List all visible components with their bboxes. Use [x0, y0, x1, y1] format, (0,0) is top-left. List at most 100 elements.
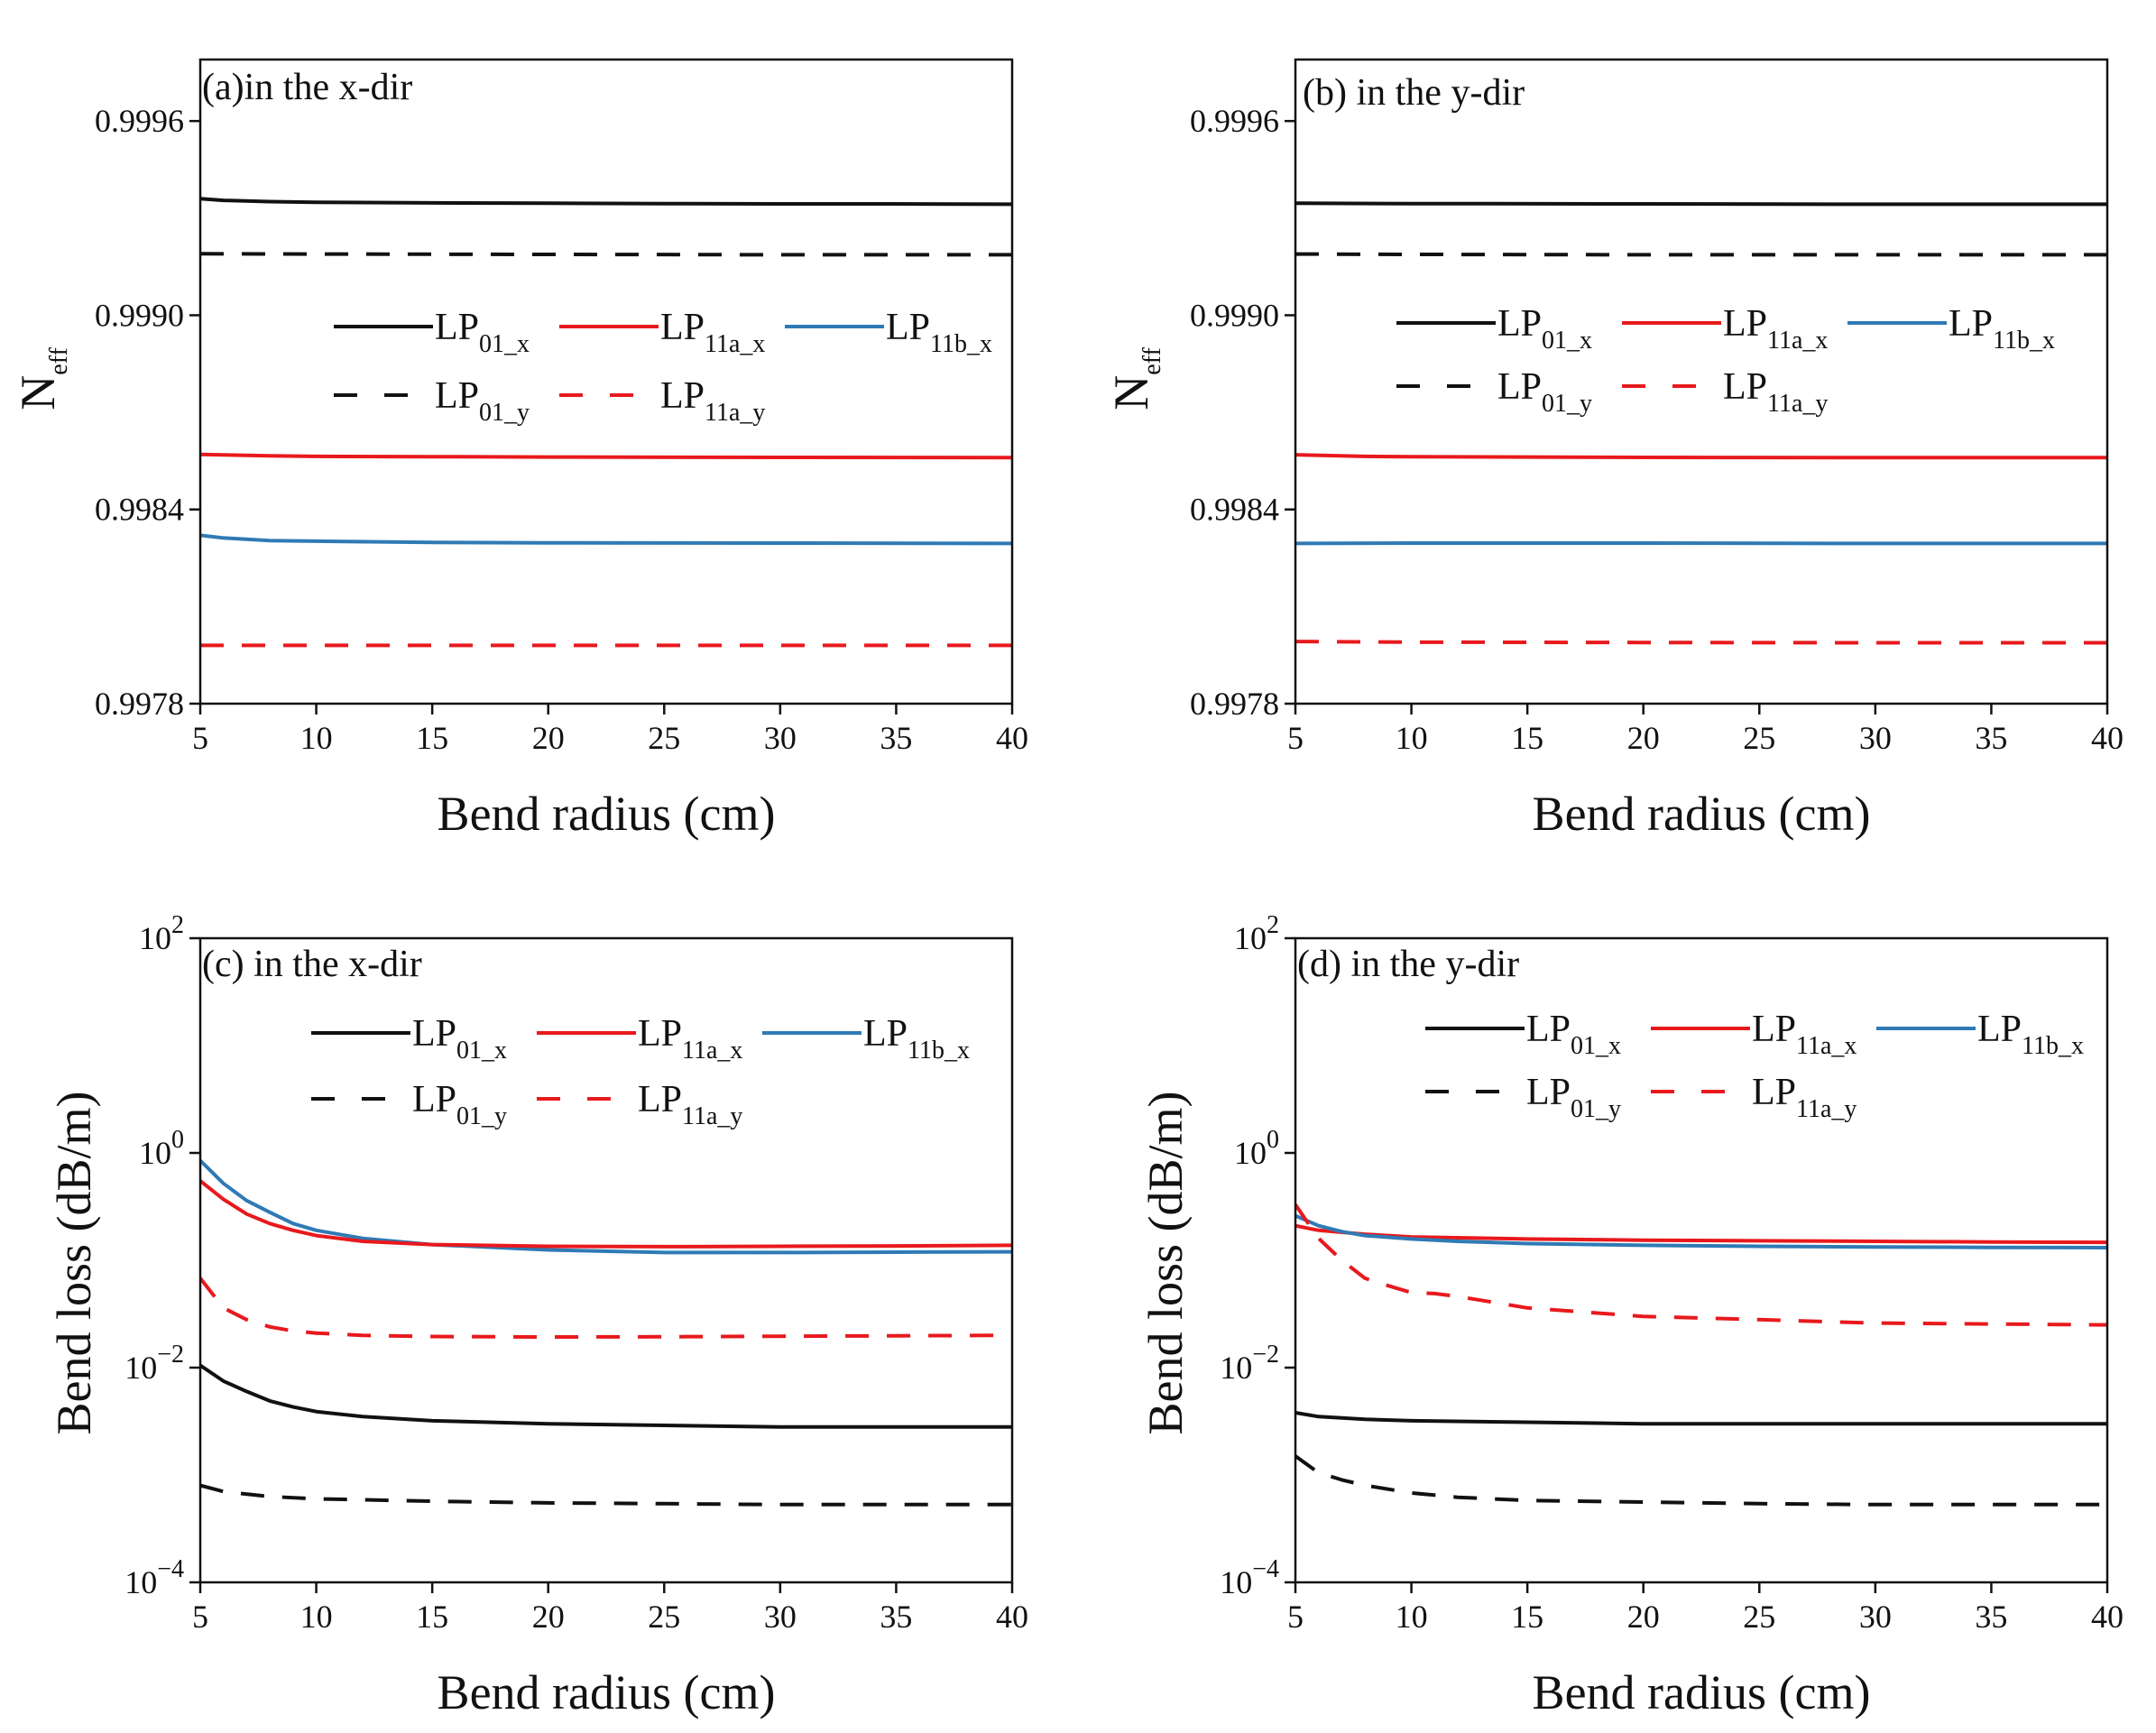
- legend-label-base: LP: [1526, 1009, 1571, 1050]
- legend-label-base: LP: [435, 307, 479, 348]
- x-tick-label: 25: [1743, 1599, 1775, 1635]
- legend-label-sub: 01_y: [1571, 1095, 1621, 1123]
- y-tick-base: 10: [1220, 1564, 1252, 1600]
- legend-label-sub: 01_x: [456, 1037, 507, 1065]
- legend-label: LP01_x: [435, 307, 530, 358]
- series-line-LP01_y: [200, 1483, 1012, 1507]
- panel-b: 5 10 15 20 25 30 35 40 0.9978 0.9984 0.9990 0.9996 B…: [1104, 58, 2124, 841]
- x-tick-label: 40: [996, 1599, 1028, 1635]
- legend-label-base: LP: [1497, 303, 1542, 345]
- y-axis-label-main: N: [1104, 375, 1158, 410]
- legend-label: LP11a_y: [638, 1079, 742, 1130]
- x-tick-label: 5: [1287, 720, 1304, 756]
- legend-label-base: LP: [886, 307, 930, 348]
- y-tick-label: 100: [139, 1126, 184, 1171]
- y-axis-label-main: N: [11, 375, 65, 410]
- x-tick-label: 30: [1859, 720, 1892, 756]
- plot-frame: [1294, 936, 2109, 1584]
- legend-label-sub: 11a_x: [1796, 1032, 1857, 1060]
- y-tick-label: 10−4: [124, 1555, 184, 1600]
- y-axis-label: Bend loss (dB/m): [47, 1091, 101, 1434]
- x-tick-label: 15: [1511, 1599, 1543, 1635]
- series-line-LP11a_y: [1295, 1203, 2107, 1327]
- legend-label: LP01_y: [1526, 1072, 1621, 1123]
- series-line-LP01_y: [200, 252, 1012, 257]
- legend-label: LP11b_x: [1977, 1009, 2084, 1060]
- x-axis-label: Bend radius (cm): [438, 1665, 776, 1719]
- legend-label-sub: 11a_x: [705, 330, 765, 358]
- x-tick-label: 20: [1627, 720, 1660, 756]
- y-axis-label: Neff: [11, 347, 73, 410]
- legend-label-sub: 01_x: [479, 330, 530, 358]
- x-tick-label: 15: [416, 720, 448, 756]
- y-tick-label: 0.9978: [95, 686, 184, 722]
- series-line-LP11a_y: [1295, 640, 2107, 645]
- y-axis-label: Neff: [1104, 347, 1166, 410]
- y-tick-label: 0.9978: [1190, 686, 1279, 722]
- legend-label: LP11a_y: [1752, 1072, 1857, 1123]
- legend-label: LP11a_y: [1723, 366, 1828, 418]
- y-tick-label: 10−2: [124, 1341, 184, 1386]
- legend-label-sub: 01_y: [456, 1102, 507, 1130]
- y-tick-label: 100: [1234, 1126, 1279, 1171]
- legend-label: LP11b_x: [886, 307, 992, 358]
- x-tick-label: 10: [1396, 720, 1428, 756]
- legend-label-base: LP: [1752, 1072, 1796, 1113]
- x-tick-label: 5: [192, 720, 208, 756]
- legend-label: LP01_x: [412, 1013, 507, 1065]
- y-axis-label: Bend loss (dB/m): [1138, 1091, 1193, 1434]
- x-tick-label: 35: [880, 1599, 912, 1635]
- x-tick-label: 40: [2091, 1599, 2124, 1635]
- legend-label-sub: 11a_x: [1767, 327, 1828, 355]
- series-line-LP01_y: [1295, 252, 2107, 257]
- legend-label-sub: 11b_x: [908, 1037, 970, 1065]
- y-tick-exponent: −2: [157, 1341, 184, 1369]
- legend-label-base: LP: [1497, 366, 1542, 408]
- legend-label-sub: 11a_y: [1796, 1095, 1857, 1123]
- y-tick-label: 10−2: [1220, 1341, 1279, 1386]
- series-line-LP11a_x: [1295, 453, 2107, 460]
- x-tick-label: 20: [532, 720, 565, 756]
- x-tick-label: 40: [996, 720, 1028, 756]
- y-tick-exponent: −4: [1252, 1555, 1279, 1583]
- legend-label: LP01_x: [1497, 303, 1592, 355]
- legend-label-base: LP: [638, 1013, 682, 1055]
- x-tick-label: 25: [1743, 720, 1775, 756]
- series-line-LP01_x: [200, 1363, 1012, 1429]
- legend-label: LP11a_x: [1723, 303, 1828, 355]
- legend-label-base: LP: [1977, 1009, 2022, 1050]
- x-tick-label: 30: [764, 720, 797, 756]
- x-tick-label: 5: [192, 1599, 208, 1635]
- legend-label-sub: 01_y: [479, 399, 530, 427]
- x-tick-label: 35: [1975, 720, 2007, 756]
- x-axis-label: Bend radius (cm): [1533, 787, 1871, 841]
- y-tick-exponent: 2: [1267, 911, 1279, 939]
- legend-label: LP11a_x: [1752, 1009, 1857, 1060]
- legend-label-sub: 11b_x: [1993, 327, 2055, 355]
- y-axis-label-sub: eff: [1138, 347, 1166, 375]
- plot-frame: [198, 936, 1014, 1584]
- y-tick-label: 0.9990: [95, 297, 184, 333]
- panel-title: (d) in the y-dir: [1297, 944, 1519, 985]
- legend-label-base: LP: [863, 1013, 908, 1055]
- legend-label-base: LP: [412, 1079, 456, 1120]
- y-axis-label-sub: eff: [45, 347, 73, 375]
- series-line-LP01_x: [1295, 1411, 2107, 1426]
- x-tick-label: 40: [2091, 720, 2124, 756]
- legend-label-base: LP: [660, 375, 705, 417]
- y-tick-exponent: 0: [1267, 1126, 1279, 1154]
- legend-label-base: LP: [1723, 366, 1767, 408]
- legend-label-sub: 11b_x: [2022, 1032, 2084, 1060]
- legend-label-sub: 01_x: [1542, 327, 1592, 355]
- legend-label: LP01_y: [412, 1079, 507, 1130]
- legend-label-sub: 01_x: [1571, 1032, 1621, 1060]
- y-tick-base: 10: [124, 1350, 157, 1386]
- plot-frame: [198, 58, 1014, 705]
- y-tick-label: 0.9996: [95, 103, 184, 139]
- y-tick-exponent: −4: [157, 1555, 184, 1583]
- series-line-LP01_x: [200, 197, 1012, 207]
- legend-label-sub: 11a_y: [1767, 390, 1828, 418]
